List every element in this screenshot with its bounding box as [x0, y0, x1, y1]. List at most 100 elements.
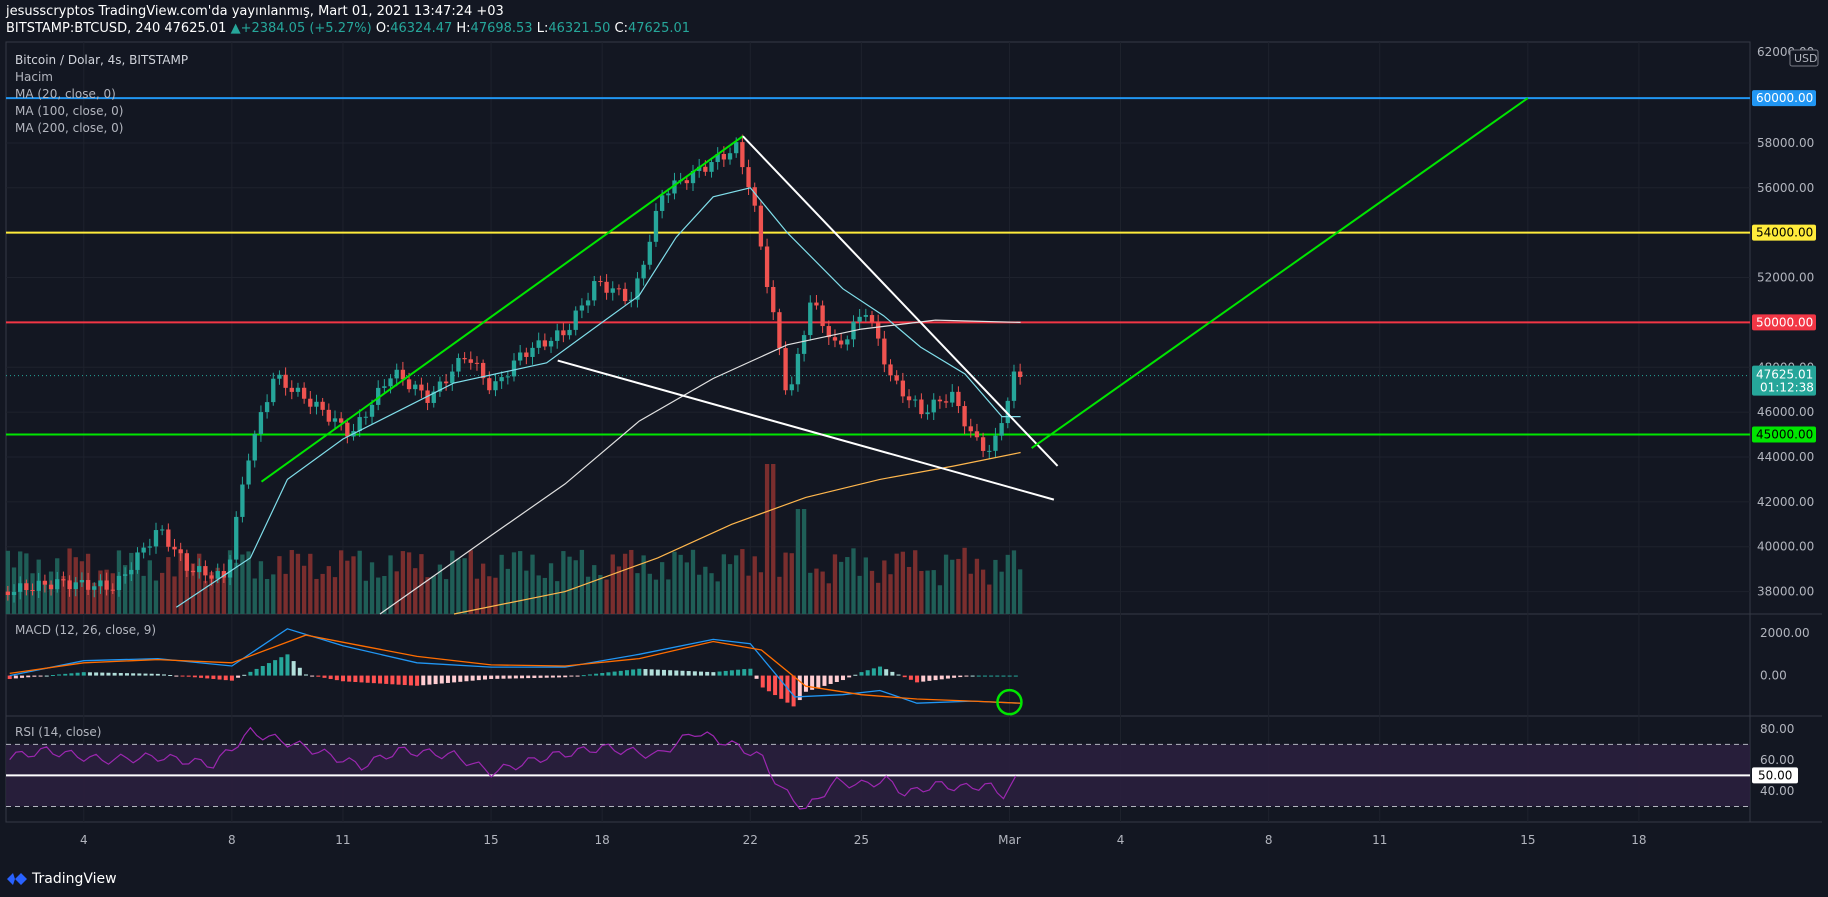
volume-bar: [771, 464, 776, 614]
macd-histogram-bar: [347, 675, 352, 682]
x-tick-label: 11: [335, 833, 350, 847]
symbol-label: BITSTAMP:BTCUSD, 240: [6, 21, 161, 36]
volume-bar: [382, 576, 387, 614]
candle-body: [209, 575, 214, 579]
macd-histogram-bar: [501, 675, 506, 679]
candle-body: [240, 484, 245, 517]
volume-bar: [900, 551, 906, 614]
macd-histogram-bar: [760, 675, 765, 688]
macd-histogram-bar: [297, 667, 302, 676]
x-tick-label: 18: [1631, 833, 1646, 847]
volume-bar: [172, 576, 177, 614]
level-price-label: 60000.00: [1756, 91, 1813, 105]
candle-body: [104, 580, 109, 590]
candle-body: [357, 417, 362, 432]
macd-histogram-bar: [87, 672, 92, 676]
macd-histogram-bar: [131, 673, 136, 676]
macd-histogram-bar: [828, 675, 833, 684]
candle-body: [122, 574, 128, 576]
volume-bar: [79, 561, 85, 614]
y-tick-label: 58000.00: [1757, 136, 1814, 150]
candle-body: [246, 460, 251, 485]
price-value: 47625.01: [164, 21, 227, 36]
rsi-midline-tag: [1752, 767, 1798, 784]
tradingview-icon: [7, 873, 27, 885]
macd-histogram-bar: [674, 670, 679, 676]
macd-histogram-bar: [20, 675, 25, 678]
candle-body: [980, 437, 986, 451]
y-tick-label: 52000.00: [1757, 271, 1814, 285]
macd-line: [9, 634, 1021, 704]
volume-bar: [925, 570, 930, 614]
macd-histogram-bar: [421, 675, 426, 686]
candle-body: [808, 302, 813, 336]
x-tick-label: Mar: [998, 833, 1021, 847]
volume-bar: [277, 556, 282, 614]
volume-bar: [641, 555, 646, 614]
candle-body: [135, 552, 140, 570]
volume-bar: [351, 556, 356, 614]
candle-body: [783, 348, 788, 391]
currency-tag: [1789, 49, 1819, 67]
volume-bar: [505, 568, 510, 614]
candle-body: [42, 580, 48, 585]
volume-bar: [511, 552, 517, 614]
volume-bar: [450, 550, 455, 614]
candle-body: [382, 386, 387, 388]
macd-histogram-bar: [649, 669, 654, 676]
volume-bar: [234, 562, 239, 614]
macd-histogram-bar: [236, 675, 241, 678]
volume-bar: [851, 548, 856, 614]
candle-body: [1017, 371, 1023, 378]
macd-histogram-bar: [766, 675, 771, 692]
plot-frame: [5, 41, 1751, 823]
candle-body: [1005, 400, 1010, 424]
macd-histogram-bar: [57, 674, 62, 676]
candle-body: [690, 170, 696, 184]
x-tick-label: 4: [1117, 833, 1125, 847]
macd-histogram-bar: [63, 673, 68, 676]
volume-bar: [956, 558, 961, 614]
volume-bar: [499, 554, 504, 614]
candle-body: [752, 187, 757, 206]
candle-body: [641, 264, 646, 279]
macd-tick-label: 0.00: [1760, 669, 1787, 683]
candle-body: [271, 378, 276, 403]
candle-body: [61, 579, 66, 581]
candle-body: [511, 360, 517, 377]
macd-histogram-bar: [482, 675, 487, 680]
candle-body: [610, 288, 615, 293]
volume-bar: [727, 564, 733, 614]
candle-body: [129, 569, 134, 575]
candle-body: [215, 571, 220, 579]
macd-histogram-bar: [569, 675, 574, 677]
macd-histogram-bar: [470, 675, 475, 681]
candle-body: [771, 286, 776, 313]
rsi-tick-label: 80.00: [1760, 722, 1794, 736]
volume-bar: [622, 553, 628, 614]
candle-body: [332, 418, 338, 422]
candle-body: [474, 362, 480, 364]
volume-bar: [295, 553, 301, 614]
volume-bar: [221, 575, 227, 614]
volume-bar: [332, 577, 338, 614]
volume-bar: [604, 579, 609, 614]
volume-bar: [616, 566, 622, 614]
volume-bar: [5, 550, 11, 614]
candle-body: [882, 338, 887, 365]
candle-body: [820, 305, 825, 327]
candle-body: [894, 375, 899, 381]
macd-histogram-bar: [945, 675, 950, 679]
open-label: O:: [375, 21, 391, 36]
volume-bar: [388, 555, 393, 614]
tradingview-logo[interactable]: TradingView: [6, 871, 117, 887]
macd-histogram-bar: [445, 675, 450, 683]
candle-body: [227, 559, 233, 578]
volume-bar: [561, 551, 566, 614]
candle-body: [900, 380, 906, 397]
volume-bar: [598, 574, 603, 614]
volume-bar: [913, 550, 918, 614]
macd-histogram-bar: [384, 675, 389, 684]
macd-histogram-bar: [94, 672, 99, 676]
